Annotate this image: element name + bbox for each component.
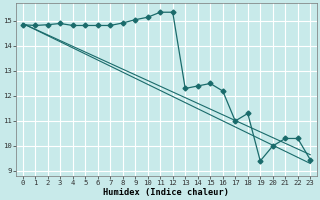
X-axis label: Humidex (Indice chaleur): Humidex (Indice chaleur)	[103, 188, 229, 197]
